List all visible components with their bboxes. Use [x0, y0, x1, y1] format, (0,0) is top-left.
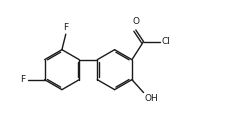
Text: Cl: Cl	[162, 37, 170, 46]
Text: O: O	[132, 17, 139, 26]
Text: F: F	[20, 75, 25, 84]
Text: F: F	[63, 23, 68, 32]
Text: OH: OH	[145, 94, 159, 103]
